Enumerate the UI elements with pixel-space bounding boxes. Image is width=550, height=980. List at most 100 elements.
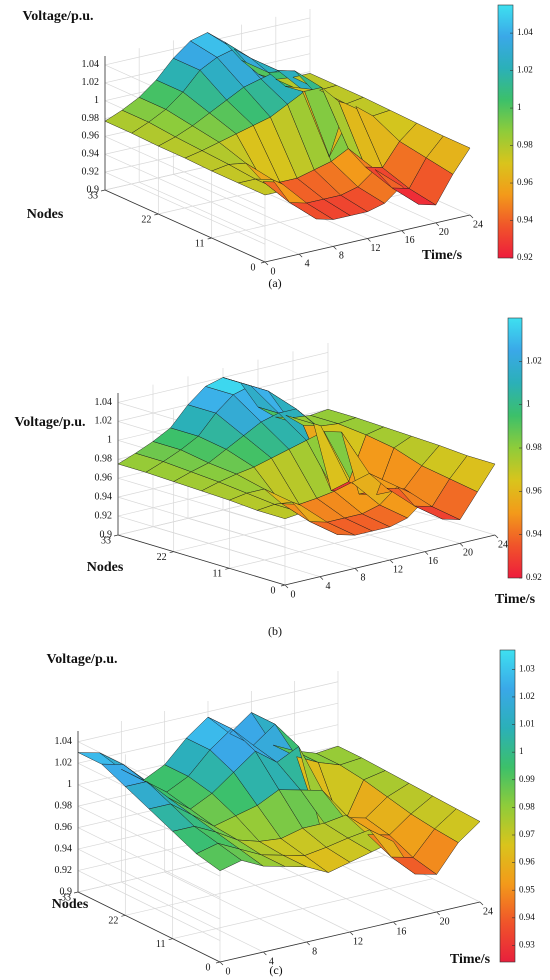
- axis-line: [219, 901, 481, 963]
- x-tick-label: 8: [361, 573, 366, 584]
- y-axis-label: Nodes: [52, 897, 89, 912]
- axis-line: [117, 534, 286, 586]
- caption: (b): [268, 624, 282, 638]
- grid-line: [121, 881, 264, 953]
- z-tick-label: 0.9: [60, 886, 73, 897]
- x-tick-label: 4: [326, 581, 331, 592]
- x-axis-label: Time/s: [495, 592, 536, 607]
- colorbar-tick-label: 0.94: [517, 215, 533, 225]
- tick-mark: [319, 576, 324, 580]
- grid-line: [77, 848, 221, 920]
- x-axis-label: Time/s: [450, 952, 491, 967]
- x-tick-label: 24: [498, 539, 508, 550]
- tick-mark: [393, 921, 397, 926]
- z-axis-label: Voltage/p.u.: [22, 9, 93, 24]
- y-axis-label: Nodes: [27, 207, 64, 222]
- tick-mark: [100, 189, 106, 192]
- tick-mark: [494, 534, 499, 539]
- y-tick-label: 33: [101, 535, 111, 546]
- z-tick-label: 1: [107, 435, 112, 446]
- colorbar-tick-label: 1.01: [519, 719, 535, 729]
- axis-line: [284, 534, 496, 586]
- tick-mark: [401, 230, 405, 234]
- axis-line: [77, 891, 221, 963]
- x-tick-label: 0: [271, 266, 276, 277]
- tick-mark: [73, 891, 79, 894]
- tick-mark: [349, 931, 354, 936]
- x-tick-label: 0: [226, 966, 231, 977]
- grid-line: [104, 136, 266, 209]
- y-tick-label: 22: [141, 214, 151, 225]
- tick-mark: [436, 911, 440, 916]
- x-tick-label: 12: [393, 564, 403, 575]
- caption: (c): [269, 963, 282, 977]
- z-tick-label: 0.98: [95, 454, 113, 465]
- tick-mark: [469, 214, 474, 219]
- y-tick-label: 11: [213, 569, 223, 580]
- x-tick-label: 8: [312, 946, 317, 957]
- grid-line: [229, 517, 440, 569]
- grid-line: [139, 181, 300, 255]
- y-tick-label: 11: [156, 939, 166, 950]
- colorbar-tick-label: 0.99: [519, 774, 535, 784]
- y-tick-label: 33: [61, 892, 71, 903]
- y-tick-label: 0: [251, 262, 256, 273]
- colorbar: [497, 4, 514, 259]
- tick-mark: [298, 253, 303, 258]
- y-axis-label: Nodes: [87, 560, 124, 575]
- tick-mark: [284, 584, 289, 589]
- tick-mark: [389, 559, 394, 564]
- y-tick-label: 22: [108, 916, 118, 927]
- x-tick-label: 0: [291, 589, 296, 600]
- colorbar-tick-label: 0.96: [517, 177, 533, 187]
- colorbar-tick-label: 0.98: [519, 801, 535, 811]
- z-tick-label: 1.02: [95, 416, 113, 427]
- tick-mark: [479, 901, 484, 906]
- z-tick-label: 0.94: [55, 843, 73, 854]
- grid-line: [187, 517, 356, 569]
- tick-mark: [333, 246, 337, 250]
- tick-mark: [424, 551, 429, 555]
- surface-cell: [434, 808, 481, 843]
- colorbar-tick-label: 0.95: [519, 884, 535, 894]
- tick-mark: [168, 938, 173, 941]
- tick-mark: [113, 534, 119, 537]
- colorbar-tick-label: 1.02: [526, 355, 542, 365]
- colorbar-tick-label: 1.04: [517, 27, 533, 37]
- x-tick-label: 24: [473, 219, 483, 230]
- z-axis-label: Voltage/p.u.: [14, 415, 85, 430]
- y-tick-label: 0: [206, 962, 211, 973]
- colorbar-tick-label: 1: [517, 102, 522, 112]
- x-tick-label: 20: [439, 227, 449, 238]
- x-tick-label: 12: [371, 243, 381, 254]
- z-tick-label: 1.02: [55, 757, 73, 768]
- colorbar-tick-label: 0.92: [526, 572, 542, 582]
- colorbar-tick-label: 0.98: [526, 442, 542, 452]
- x-tick-label: 8: [339, 251, 344, 262]
- y-tick-label: 33: [88, 190, 98, 201]
- tick-mark: [260, 261, 266, 264]
- colorbar-tick-label: 0.92: [517, 252, 533, 262]
- z-tick-label: 1.04: [95, 397, 113, 408]
- x-tick-label: 16: [396, 926, 406, 937]
- tick-mark: [263, 951, 267, 956]
- z-tick-label: 0.94: [82, 149, 100, 160]
- z-tick-label: 0.9: [87, 184, 100, 195]
- y-tick-label: 11: [195, 238, 205, 249]
- tick-mark: [459, 543, 464, 547]
- grid-line: [207, 861, 351, 933]
- x-tick-label: 20: [463, 548, 473, 559]
- tick-mark: [154, 213, 159, 216]
- x-tick-label: 20: [440, 916, 450, 927]
- z-tick-label: 1.02: [82, 77, 100, 88]
- axis-line: [104, 189, 266, 263]
- z-tick-label: 0.9: [100, 529, 113, 540]
- colorbar-tick-label: 0.94: [519, 912, 535, 922]
- colorbar-tick-label: 0.96: [519, 857, 535, 867]
- y-tick-label: 22: [157, 552, 167, 563]
- z-tick-label: 1.04: [55, 736, 73, 747]
- colorbar-tick-label: 0.94: [526, 529, 542, 539]
- z-tick-label: 0.92: [95, 510, 113, 521]
- tick-mark: [264, 261, 269, 266]
- grid-line: [77, 827, 221, 898]
